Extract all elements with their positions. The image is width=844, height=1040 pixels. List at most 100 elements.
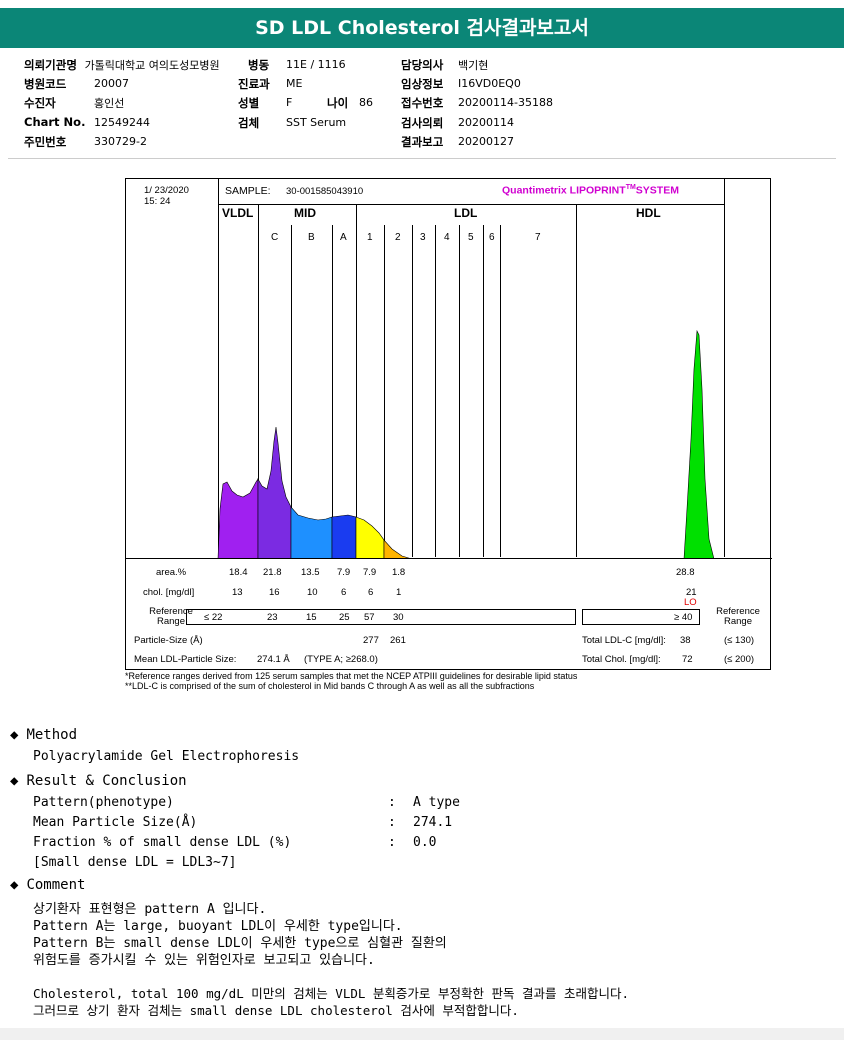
age-label: 나이 bbox=[327, 96, 349, 110]
comment-line: 위험도를 증가시킬 수 있는 위험인자로 보고되고 있습니다. bbox=[33, 953, 375, 968]
total-chol-ref: (≤ 200) bbox=[724, 654, 755, 665]
result-label: Fraction % of small dense LDL (%) bbox=[33, 835, 292, 850]
comment-line: Cholesterol, total 100 mg/dL 미만의 검체는 VLD… bbox=[33, 986, 630, 1001]
ldl-1-peak bbox=[355, 516, 385, 559]
header-value: ME bbox=[286, 77, 303, 90]
header-field: 병동 bbox=[248, 58, 270, 72]
comment-line: Pattern A는 large, buoyant LDL이 우세한 type입… bbox=[33, 919, 403, 934]
band-ldl: LDL bbox=[454, 206, 478, 220]
chol-vldl: 13 bbox=[232, 587, 243, 598]
ref-mid-b: 15 bbox=[306, 612, 317, 623]
electrophoresis-panel: 1/ 23/2020 15: 24 SAMPLE: 30-00158504391… bbox=[125, 178, 772, 670]
header-field: 수진자 bbox=[24, 96, 56, 110]
header-field: 주민번호 bbox=[24, 135, 67, 149]
diamond-icon: ◆ bbox=[10, 727, 19, 743]
vldl-peak bbox=[217, 478, 259, 559]
header-field: 담당의사 bbox=[401, 58, 444, 72]
row-label-ref-right: Reference Range bbox=[716, 606, 760, 627]
ref-ldl-1: 57 bbox=[364, 612, 375, 623]
mid-sub-c: C bbox=[271, 232, 279, 243]
header-field: 검사의뢰 bbox=[401, 116, 444, 130]
result-value: A type bbox=[413, 795, 460, 810]
diamond-icon: ◆ bbox=[10, 877, 19, 893]
row-label-chol: chol. [mg/dl] bbox=[143, 587, 195, 598]
ldl-sub-6: 6 bbox=[489, 232, 495, 243]
chol-hdl: 21 bbox=[686, 587, 697, 598]
age-value: 86 bbox=[359, 96, 373, 109]
brand-label: Quantimetrix LIPOPRINTTMSYSTEM bbox=[502, 184, 679, 197]
ref-mid-c: 23 bbox=[267, 612, 278, 623]
mid-a-peak bbox=[331, 514, 357, 559]
result-label: Mean Particle Size(Å) bbox=[33, 815, 198, 830]
comment-heading: ◆ Comment bbox=[10, 877, 86, 893]
header-value: 330729-2 bbox=[94, 135, 147, 148]
result-colon: : bbox=[388, 795, 396, 810]
header-value: F bbox=[286, 96, 293, 109]
mean-particle-type: (TYPE A; ≥268.0) bbox=[304, 654, 378, 665]
particle-size-ldl-1: 277 bbox=[363, 635, 379, 646]
footnote-2: **LDL-C is comprised of the sum of chole… bbox=[125, 681, 535, 691]
hdl-ref-box bbox=[582, 609, 700, 625]
result-note: [Small dense LDL = LDL3~7] bbox=[33, 855, 237, 870]
comment-line: 상기환자 표현형은 pattern A 입니다. bbox=[33, 902, 267, 917]
band-hdl: HDL bbox=[636, 206, 661, 220]
header-field: 성별 bbox=[238, 96, 260, 110]
chol-ldl-1: 6 bbox=[368, 587, 374, 598]
area-hdl: 28.8 bbox=[676, 567, 695, 578]
header-divider bbox=[8, 158, 836, 159]
total-chol-value: 72 bbox=[682, 654, 693, 665]
total-ldl-label: Total LDL-C [mg/dl]: bbox=[582, 635, 666, 646]
particle-size-ldl-2: 261 bbox=[390, 635, 406, 646]
sample-id: 30-001585043910 bbox=[286, 186, 364, 197]
band-vldl: VLDL bbox=[222, 206, 254, 220]
header-value: SST Serum bbox=[286, 116, 347, 129]
area-ldl-2: 1.8 bbox=[392, 567, 406, 578]
ref-mid-a: 25 bbox=[339, 612, 350, 623]
ref-ldl-2: 30 bbox=[393, 612, 404, 623]
total-ldl-ref: (≤ 130) bbox=[724, 635, 755, 646]
header-field: 진료과 bbox=[238, 77, 270, 91]
mid-c-peak bbox=[257, 426, 292, 559]
result-value: 274.1 bbox=[413, 815, 453, 830]
area-vldl: 18.4 bbox=[229, 567, 248, 578]
diamond-icon: ◆ bbox=[10, 773, 19, 789]
header-field: 임상정보 bbox=[401, 77, 444, 91]
mid-sub-b: B bbox=[308, 232, 315, 243]
ldl-sub-2: 2 bbox=[395, 232, 401, 243]
hdl-peak bbox=[683, 329, 715, 559]
chol-mid-c: 16 bbox=[269, 587, 280, 598]
band-mid: MID bbox=[294, 206, 316, 220]
chol-mid-a: 6 bbox=[341, 587, 347, 598]
row-label-area: area.% bbox=[156, 567, 187, 578]
header-value: 20200114 bbox=[458, 116, 514, 129]
mid-sub-a: A bbox=[340, 232, 347, 243]
hdl-low-flag: LO bbox=[684, 597, 697, 608]
mean-particle-value: 274.1 Å bbox=[257, 654, 290, 665]
panel-date: 1/ 23/2020 bbox=[144, 185, 189, 196]
header-value: 12549244 bbox=[94, 116, 150, 129]
ref-hdl: ≥ 40 bbox=[674, 612, 693, 623]
header-value: 20200127 bbox=[458, 135, 514, 148]
ldl-sub-3: 3 bbox=[420, 232, 426, 243]
header-field: 접수번호 bbox=[401, 96, 444, 110]
sample-label: SAMPLE: bbox=[225, 185, 271, 197]
result-colon: : bbox=[388, 815, 396, 830]
comment-line: Pattern B는 small dense LDL이 우세한 type으로 심… bbox=[33, 936, 447, 951]
method-heading: ◆ Method bbox=[10, 727, 78, 743]
area-mid-a: 7.9 bbox=[337, 567, 351, 578]
area-mid-b: 13.5 bbox=[301, 567, 320, 578]
header-value: 홍인선 bbox=[94, 97, 125, 110]
header-value: I16VD0EQ0 bbox=[458, 77, 521, 90]
electropherogram bbox=[217, 329, 715, 559]
footnote-1: *Reference ranges derived from 125 serum… bbox=[125, 671, 578, 681]
panel-time: 15: 24 bbox=[144, 196, 171, 207]
header-value: 11E / 1116 bbox=[286, 58, 346, 71]
ref-vldl: ≤ 22 bbox=[204, 612, 223, 623]
chol-ldl-2: 1 bbox=[396, 587, 402, 598]
row-label-ref: Reference Range bbox=[149, 606, 193, 627]
header-value: 백기현 bbox=[458, 59, 489, 72]
ldl-2-peak bbox=[383, 539, 413, 559]
area-mid-c: 21.8 bbox=[263, 567, 282, 578]
area-ldl-1: 7.9 bbox=[363, 567, 377, 578]
result-value: 0.0 bbox=[413, 835, 437, 850]
